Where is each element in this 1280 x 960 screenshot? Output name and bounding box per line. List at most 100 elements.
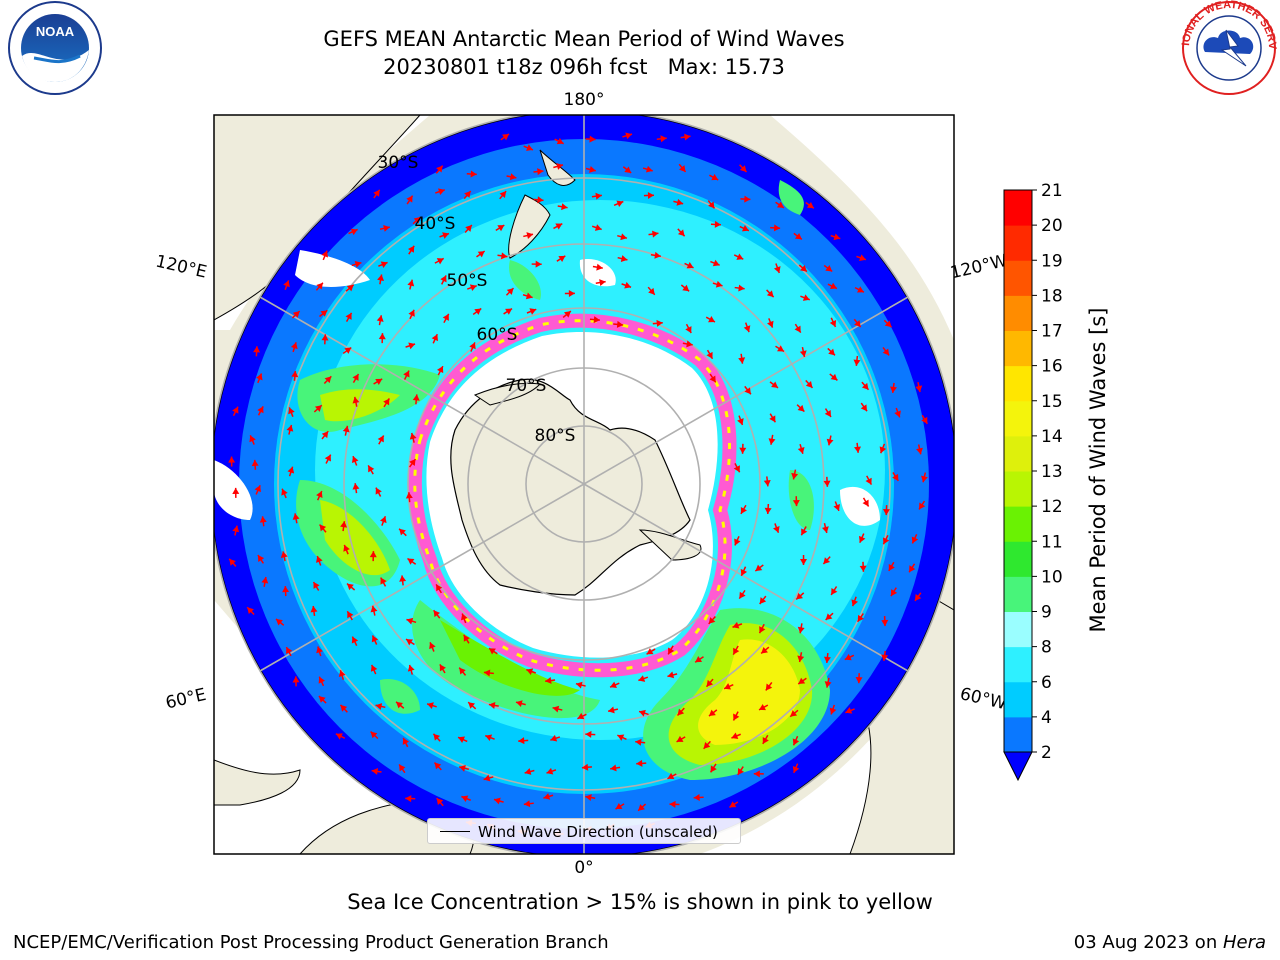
lon-label-120w: 120°W [948, 251, 1009, 284]
wind-arrow-head [405, 795, 412, 803]
lat-label-40s: 40°S [415, 214, 456, 234]
wind-arrow-head [710, 765, 717, 773]
wind-arrow-head [526, 668, 534, 675]
wind-arrow-head [408, 342, 416, 350]
wind-arrow-head [368, 465, 375, 473]
wind-arrow-head [347, 611, 354, 619]
wind-arrow-head [769, 415, 776, 423]
colorbar-segment [1004, 646, 1032, 683]
wind-arrow-head [738, 357, 746, 364]
wind-arrow-head [656, 319, 663, 327]
colorbar-segment [1004, 611, 1032, 648]
wind-arrow-head [436, 165, 443, 173]
wind-arrow-head [761, 646, 768, 654]
wind-arrow-head [251, 459, 259, 467]
wind-arrow-head [442, 313, 449, 321]
wind-arrow-head [739, 165, 747, 172]
wind-arrow-head [310, 605, 318, 613]
wind-arrow-head [318, 676, 325, 684]
wind-arrow-head [741, 224, 749, 232]
wind-arrow-head [343, 544, 350, 552]
wind-arrow-head [321, 431, 329, 439]
wind-arrow-head [502, 133, 509, 141]
wind-arrow-head [652, 230, 659, 238]
wind-arrow-head [232, 525, 240, 533]
wind-arrow-head [800, 558, 808, 566]
wind-arrow-head [624, 281, 632, 289]
wind-arrow-head [320, 310, 328, 317]
wind-arrow-head [724, 683, 732, 690]
colorbar-tick-label: 18 [1041, 286, 1063, 306]
wind-arrow-head [321, 334, 329, 341]
wind-arrow-head [375, 487, 382, 495]
colorbar-tick-label: 16 [1041, 357, 1063, 377]
wind-arrow-head [766, 290, 774, 298]
colorbar-segment [1004, 716, 1032, 753]
wind-arrow-head [624, 166, 632, 173]
wind-arrow-head [499, 191, 507, 198]
colorbar-tick-label: 15 [1041, 392, 1063, 412]
colorbar-tick-label: 19 [1041, 251, 1063, 271]
wind-arrow-head [682, 284, 690, 292]
wind-arrow-head [599, 279, 606, 287]
wind-arrow-head [470, 170, 477, 178]
wind-arrow-head [668, 647, 675, 655]
colorbar-tick-label: 17 [1041, 322, 1063, 342]
wind-arrow-head [677, 229, 685, 237]
wind-arrow-head [321, 250, 329, 258]
wind-arrow-head [768, 438, 776, 445]
wind-arrow-head [437, 366, 444, 374]
wind-arrow-head [911, 536, 919, 544]
wind-arrow-head [589, 166, 596, 173]
wind-arrow-head [916, 447, 923, 455]
wind-arrow-head [506, 288, 514, 295]
colorbar-tick-label: 13 [1041, 462, 1063, 482]
wind-arrow-head [777, 345, 784, 352]
wind-arrow-head [436, 584, 443, 592]
wind-arrow-head [292, 513, 300, 520]
wind-arrow-head [500, 252, 508, 260]
wind-arrow-head [638, 675, 646, 682]
wind-arrow-head [515, 700, 523, 708]
wind-arrow-head [370, 664, 378, 672]
wind-arrow-head [740, 506, 747, 514]
wind-arrow-head [406, 195, 413, 203]
wind-arrow-head [526, 232, 534, 239]
wind-arrow-head [488, 648, 496, 655]
legend-line-sample [440, 831, 470, 832]
wind-arrow-head [380, 261, 388, 268]
wind-arrow-head [732, 621, 740, 629]
wind-arrow-head [524, 768, 532, 775]
colorbar-segment [1004, 330, 1032, 367]
wind-arrow-head [351, 636, 359, 644]
wind-arrow-head [537, 168, 544, 176]
wind-arrow-head [352, 373, 359, 381]
wind-arrow-head [346, 284, 354, 292]
wind-arrow-head [257, 406, 264, 414]
wind-arrow-head [825, 265, 833, 272]
wind-arrow-head [647, 191, 654, 199]
wind-arrow-head [894, 410, 901, 418]
wind-arrow-head [537, 196, 544, 204]
wind-arrow-head [881, 619, 889, 627]
wind-arrow-head [667, 772, 675, 779]
wind-arrow-head [762, 736, 769, 744]
wind-arrow-head [759, 703, 766, 711]
wind-arrow-head [884, 320, 892, 328]
wind-arrow-head [407, 558, 415, 565]
wind-arrow-head [669, 800, 676, 808]
wind-arrow-head [914, 593, 922, 601]
wind-arrow-head [290, 342, 298, 350]
wind-arrow-head [610, 681, 617, 689]
wind-arrow-head [638, 804, 645, 811]
noaa-logo: NOAA [8, 1, 102, 95]
wind-arrow-head [791, 472, 799, 480]
wind-arrow-head [247, 607, 254, 615]
wind-arrow-head [442, 232, 449, 239]
wind-arrow-head [829, 319, 837, 327]
wind-arrow-head [636, 759, 643, 767]
wind-arrow-head [667, 671, 675, 679]
wind-arrow-head [505, 308, 513, 315]
wind-arrow-head [253, 346, 261, 353]
wind-arrow-head [577, 712, 585, 720]
